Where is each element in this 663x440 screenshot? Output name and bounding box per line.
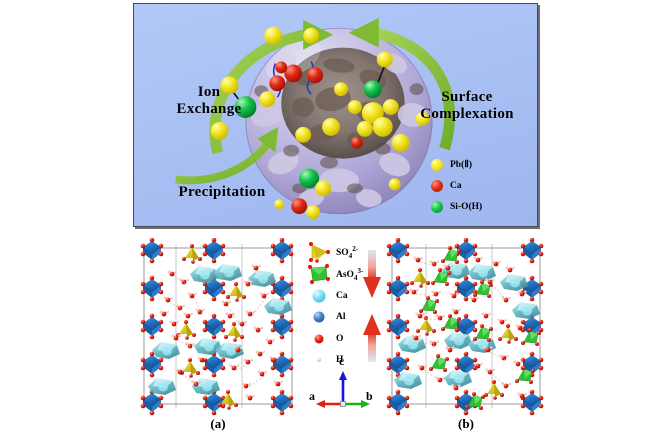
mechanism-legend: Pb(Ⅱ) Ca Si-O(H) <box>431 154 527 217</box>
legend-label-hydrogen-atom: H <box>336 355 344 366</box>
lead-swatch-icon <box>431 158 443 171</box>
legend-label-sulfate: SO42- <box>336 245 359 261</box>
crystal-structure-b <box>386 238 544 416</box>
legend-label-calcium-atom: Ca <box>336 290 348 301</box>
legend-item-oxygen-atom: O <box>306 328 380 350</box>
arsenate-tetrahedron-icon <box>306 263 332 285</box>
axis-label-b: b <box>366 389 373 403</box>
legend-label-arsenate: AsO43- <box>336 266 364 282</box>
legend-item-silanol: Si-O(H) <box>431 196 527 217</box>
calcium-sphere-icon <box>306 285 332 306</box>
arrow-down <box>363 250 381 298</box>
mechanism-schematic-panel: Ion Exchange Surface Complexation Precip… <box>133 3 538 227</box>
legend-item-calcium: Ca <box>431 175 527 196</box>
legend-item-calcium-atom: Ca <box>306 285 380 307</box>
crystal-structure-a <box>140 238 294 416</box>
label-ion-exchange: Ion Exchange <box>176 84 242 118</box>
precipitation-arrow <box>175 126 279 185</box>
axis-label-a: a <box>309 389 315 403</box>
legend-label-lead: Pb(Ⅱ) <box>450 160 473 170</box>
legend-item-aluminium-atom: Al <box>306 307 380 329</box>
sulfate-tetrahedron-icon <box>306 242 332 264</box>
axis-label-c: c <box>339 354 345 368</box>
silanol-swatch-icon <box>431 200 443 213</box>
panel-caption-b: (b) <box>458 416 474 431</box>
legend-item-sulfate: SO42- <box>306 242 380 264</box>
crystal-axes-indicator: c a b <box>306 354 380 412</box>
lead-ion-spheres <box>210 26 430 220</box>
calcium-spheres <box>269 61 363 215</box>
mechanism-illustration <box>175 17 456 220</box>
legend-label-calcium: Ca <box>450 180 462 191</box>
crystal-structure-section: (a) SO42- <box>0 236 663 440</box>
label-precipitation: Precipitation <box>178 184 266 200</box>
surface-complexation-arrow <box>348 17 456 151</box>
arrow-up <box>363 314 381 362</box>
hydrogen-bonds-a <box>169 269 267 389</box>
aluminium-sphere-icon <box>306 307 332 328</box>
legend-label-aluminium-atom: Al <box>336 312 346 323</box>
legend-item-hydrogen-atom: H <box>306 350 380 372</box>
substitution-transfer-arrows <box>363 250 381 362</box>
structure-legend: SO42- AsO43- Ca <box>306 242 380 371</box>
oxygen-sphere-icon <box>306 328 332 349</box>
panel-caption-a: (a) <box>210 416 226 431</box>
silanol-site-spheres <box>234 80 382 189</box>
legend-label-silanol: Si-O(H) <box>450 201 483 212</box>
legend-item-arsenate: AsO43- <box>306 263 380 286</box>
label-surface-complexation: Surface Complexation <box>420 89 514 123</box>
legend-item-lead: Pb(Ⅱ) <box>431 154 527 175</box>
hydrogen-bonds-b <box>415 261 509 389</box>
legend-label-oxygen-atom: O <box>336 333 344 344</box>
calcium-swatch-icon <box>431 179 443 192</box>
hydrogen-sphere-icon <box>306 350 332 371</box>
